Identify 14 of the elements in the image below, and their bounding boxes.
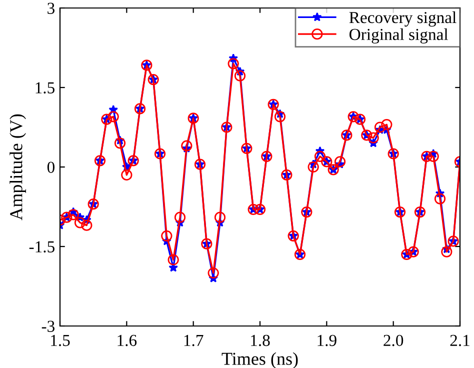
- x-tick-label: 2.0: [384, 334, 404, 346]
- x-tick-label: 2.1: [450, 334, 470, 346]
- y-tick-label: -3: [42, 320, 54, 332]
- x-tick-label: 1.8: [251, 334, 270, 346]
- y-tick-label: 3: [48, 2, 54, 14]
- y-tick-label: -1.5: [29, 241, 54, 253]
- y-tick-label: 1.5: [36, 82, 54, 94]
- x-tick-label: 1.6: [118, 334, 137, 346]
- x-tick-label: 1.7: [184, 334, 204, 346]
- y-axis-title: Amplitude (V): [10, 114, 26, 220]
- legend-label: Original signal: [350, 28, 448, 44]
- x-tick-label: 1.9: [318, 334, 336, 346]
- y-tick-label: 0: [47, 162, 55, 173]
- legend-label: Recovery signal: [349, 11, 456, 27]
